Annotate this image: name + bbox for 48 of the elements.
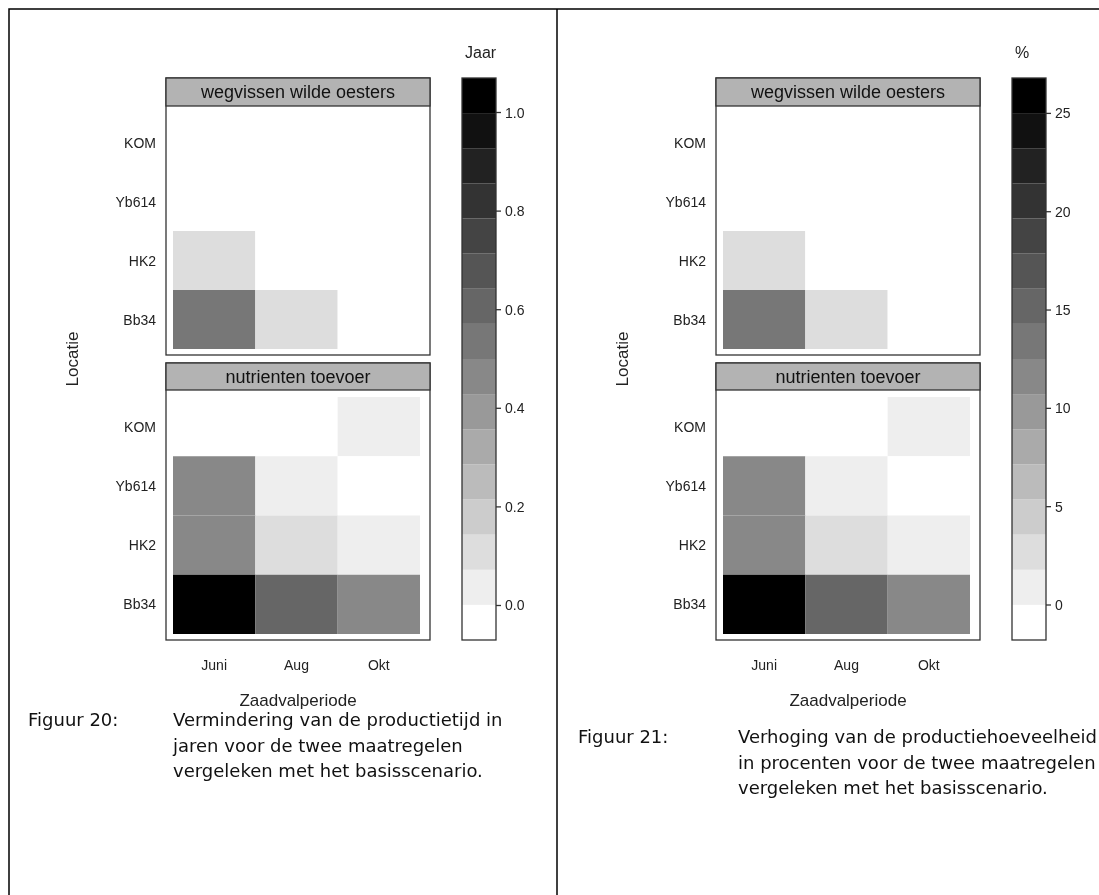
annotation: nutrienten toevoer xyxy=(225,366,371,387)
y-axis-title: Locatie xyxy=(63,331,82,387)
color-bar-label: 0.8 xyxy=(505,203,525,220)
y-tick-label: HK2 xyxy=(678,537,707,554)
color-bar-label: 25 xyxy=(1055,105,1071,122)
y-tick-label: Yb614 xyxy=(665,193,707,210)
annotation: wegvissen wilde oesters xyxy=(199,82,396,102)
color-bar-label: 20 xyxy=(1055,203,1071,220)
y-tick-label: Bb34 xyxy=(123,311,157,328)
x-tick-label: Aug xyxy=(834,657,859,673)
x-tick-label: Aug xyxy=(284,657,309,673)
text: Verhoging van de productiehoeveelheid in procenten voor de twee maatregelen vergeleken met het basisscenario. xyxy=(738,726,1098,798)
x-tick-label: Juni xyxy=(751,657,778,673)
y-tick-label: Yb614 xyxy=(115,477,157,494)
color-bar-label: 0.6 xyxy=(505,301,525,318)
text: Vermindering van de productietijd in jaren voor de twee maatregelen vergeleken met het basisscenario. xyxy=(172,709,503,781)
x-axis-title: Zaadvalperiode xyxy=(789,691,907,710)
annotation: wegvissen wilde oesters xyxy=(749,82,946,102)
y-axis-title: Locatie xyxy=(613,331,632,387)
y-tick-label: Bb34 xyxy=(673,311,707,328)
annotation: nutrienten toevoer xyxy=(775,366,921,387)
color-bar-title: Jaar xyxy=(465,44,497,61)
color-bar-label: 0.4 xyxy=(505,400,525,417)
color-bar-label: 10 xyxy=(1055,400,1071,417)
x-axis-title: Zaadvalperiode xyxy=(239,691,357,710)
x-tick-label: Okt xyxy=(367,657,390,673)
y-tick-label: KOM xyxy=(124,418,156,435)
color-bar-label: 15 xyxy=(1055,302,1071,319)
color-bar-label: 0 xyxy=(1055,597,1063,613)
y-tick-label: Bb34 xyxy=(123,596,157,613)
y-tick-label: Yb614 xyxy=(115,193,157,210)
y-tick-label: HK2 xyxy=(678,252,707,269)
color-bar-label: 5 xyxy=(1055,498,1063,515)
x-tick-label: Juni xyxy=(201,657,228,673)
color-bar-label: 0.0 xyxy=(505,597,525,614)
color-bar-title: % xyxy=(1015,44,1030,61)
y-tick-label: HK2 xyxy=(128,252,157,269)
y-tick-label: KOM xyxy=(674,418,706,435)
text: Figuur 20: xyxy=(28,709,119,730)
x-tick-label: Okt xyxy=(917,657,940,673)
y-tick-label: HK2 xyxy=(128,537,157,554)
y-tick-label: KOM xyxy=(674,134,706,151)
y-tick-label: Yb614 xyxy=(665,477,707,494)
color-bar-label: 1.0 xyxy=(505,104,525,121)
text: Figuur 21: xyxy=(578,726,669,747)
y-tick-label: KOM xyxy=(124,134,156,151)
y-tick-label: Bb34 xyxy=(673,596,707,613)
color-bar-label: 0.2 xyxy=(505,498,525,515)
